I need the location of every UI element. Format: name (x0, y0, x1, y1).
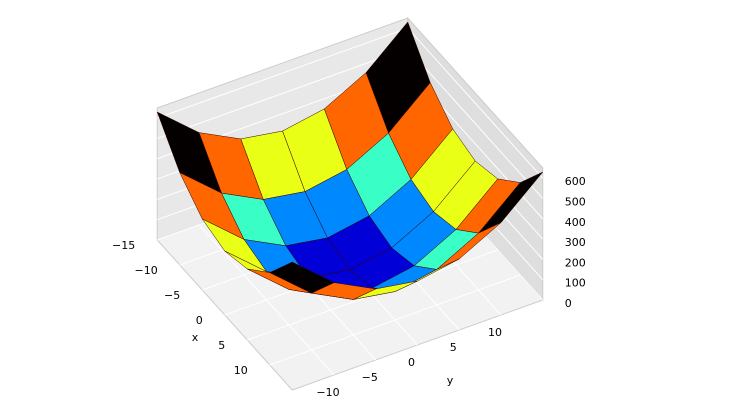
x-tick-label: 0 (196, 314, 203, 327)
x-axis-label: x (192, 331, 199, 344)
z-tick-label: 200 (565, 256, 586, 269)
x-tick-label: −5 (164, 289, 180, 302)
z-tick-label: 600 (565, 175, 586, 188)
grid-line (407, 27, 544, 179)
z-tick-label: 400 (565, 216, 586, 229)
y-tick-label: 0 (408, 356, 415, 369)
z-tick-label: 500 (565, 195, 586, 208)
grid-line (157, 27, 408, 119)
z-tick-label: 300 (565, 236, 586, 249)
y-tick-label: 5 (450, 341, 457, 354)
x-tick-label: −15 (112, 239, 135, 252)
surface-patch (269, 261, 335, 294)
grid-line (407, 48, 544, 199)
y-tick-label: 10 (488, 326, 502, 339)
x-tick-label: −10 (135, 264, 158, 277)
x-tick-label: 10 (234, 364, 248, 377)
z-tick-label: 0 (565, 297, 572, 310)
grid-line (198, 224, 335, 376)
y-tick-label: −10 (316, 386, 339, 399)
y-tick-label: −5 (362, 371, 378, 384)
y-axis-label: y (447, 374, 454, 387)
x-tick-label: 5 (218, 339, 225, 352)
grid-line (157, 47, 408, 139)
z-tick-label: 100 (565, 277, 586, 290)
